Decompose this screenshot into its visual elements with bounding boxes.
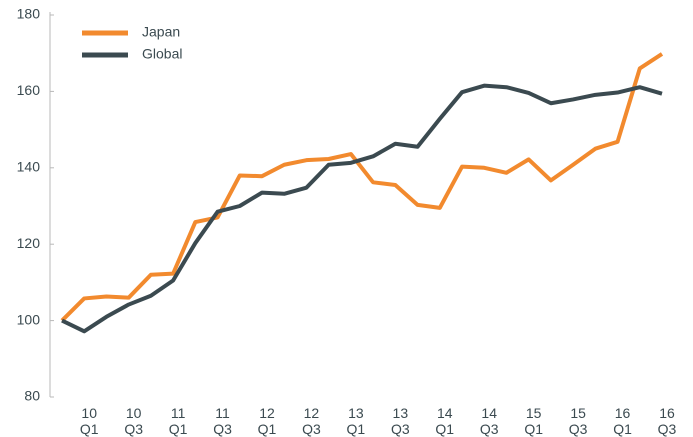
line-0 xyxy=(60,52,664,323)
legend-label: Japan xyxy=(142,24,180,40)
y-tick-label: 100 xyxy=(17,311,41,327)
x-tick-label: 10 Q3 xyxy=(124,405,143,437)
y-tick-label: 160 xyxy=(17,82,41,98)
x-tick-label: 14 Q3 xyxy=(479,405,499,437)
x-tick-label: 11 Q1 xyxy=(168,405,188,437)
x-tick-label: 12 Q3 xyxy=(302,405,321,437)
y-tick-label: 120 xyxy=(17,235,41,251)
y-tick-label: 80 xyxy=(24,388,40,404)
x-tick-label: 10 Q1 xyxy=(79,405,99,437)
line-1 xyxy=(61,83,663,334)
legend-label: Global xyxy=(142,46,182,62)
x-tick-label: 16 Q1 xyxy=(613,405,632,437)
y-tick-label: 180 xyxy=(17,6,41,22)
x-tick-label: 15 Q1 xyxy=(524,405,543,437)
x-tick-label: 16 Q3 xyxy=(657,405,677,437)
x-tick-label: 11 Q3 xyxy=(213,405,232,437)
x-tick-label: 14 Q1 xyxy=(435,405,455,437)
x-tick-label: 12 Q1 xyxy=(257,405,277,437)
x-tick-label: 13 Q1 xyxy=(346,405,366,437)
y-tick-label: 140 xyxy=(17,159,41,175)
x-tick-label: 15 Q3 xyxy=(568,405,588,437)
x-tick-label: 13 Q3 xyxy=(390,405,410,437)
